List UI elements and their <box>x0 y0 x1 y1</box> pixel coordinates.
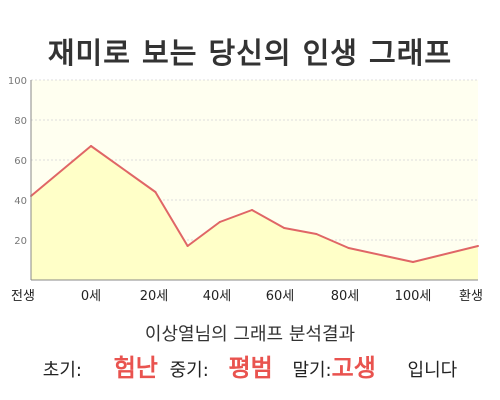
x-tick-label: 20세 <box>140 289 169 304</box>
data-point <box>154 191 157 193</box>
data-point <box>251 209 253 211</box>
early-stage-value: 험난 <box>113 354 158 382</box>
x-tick-label: 40세 <box>203 289 232 304</box>
x-tick-label: 전생 <box>11 289 35 304</box>
early-stage-label: 초기: <box>42 360 82 381</box>
mid-stage-label: 중기: <box>169 360 209 381</box>
y-tick-label: 40 <box>14 196 27 207</box>
data-point <box>315 233 318 235</box>
data-point <box>347 247 350 249</box>
data-point <box>90 145 92 147</box>
x-tick-label: 100세 <box>395 289 432 304</box>
y-tick-label: 20 <box>14 236 27 247</box>
y-tick-label: 60 <box>14 156 27 167</box>
y-tick-label: 100 <box>8 76 27 87</box>
data-point <box>218 221 221 223</box>
area-fill <box>31 146 478 280</box>
y-tick-label: 80 <box>14 116 27 127</box>
data-point <box>477 245 479 247</box>
life-graph-chart: 20 40 60 80 100 전생 0세 20세 40세 60세 80세 100세 환생 <box>8 76 483 304</box>
analysis-summary: 이상열님의 그래프 분석결과 <box>144 324 356 345</box>
x-tick-label: 80세 <box>331 289 360 304</box>
x-tick-label: 0세 <box>81 289 101 304</box>
chart-title: 재미로 보는 당신의 인생 그래프 <box>47 36 453 70</box>
x-tick-label: 60세 <box>266 289 295 304</box>
analysis-result: 초기: 험난 중기: 평범 말기:고생 입니다 <box>0 348 500 383</box>
x-tick-label: 환생 <box>459 289 483 304</box>
data-point <box>186 245 189 247</box>
mid-stage-value: 평범 <box>228 354 273 382</box>
data-point <box>283 227 286 229</box>
data-point <box>412 261 414 263</box>
result-suffix: 입니다 <box>407 360 458 381</box>
late-stage-label: 말기: <box>292 360 332 381</box>
late-stage-value: 고생 <box>331 354 376 382</box>
